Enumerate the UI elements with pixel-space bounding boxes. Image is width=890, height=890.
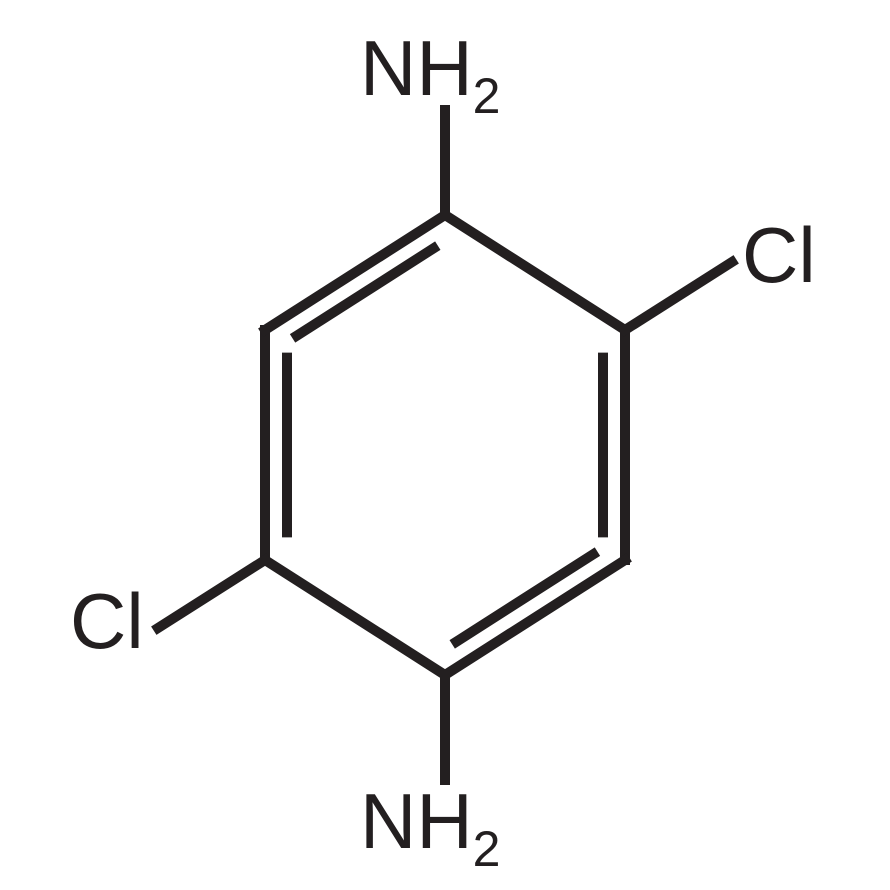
atom-label: Cl [70,577,144,665]
atom-label: NH2 [360,24,500,124]
atom-label: Cl [742,211,816,299]
atom-label: NH2 [360,777,500,877]
molecule-diagram: NH2 Cl Cl NH2 [0,0,890,890]
